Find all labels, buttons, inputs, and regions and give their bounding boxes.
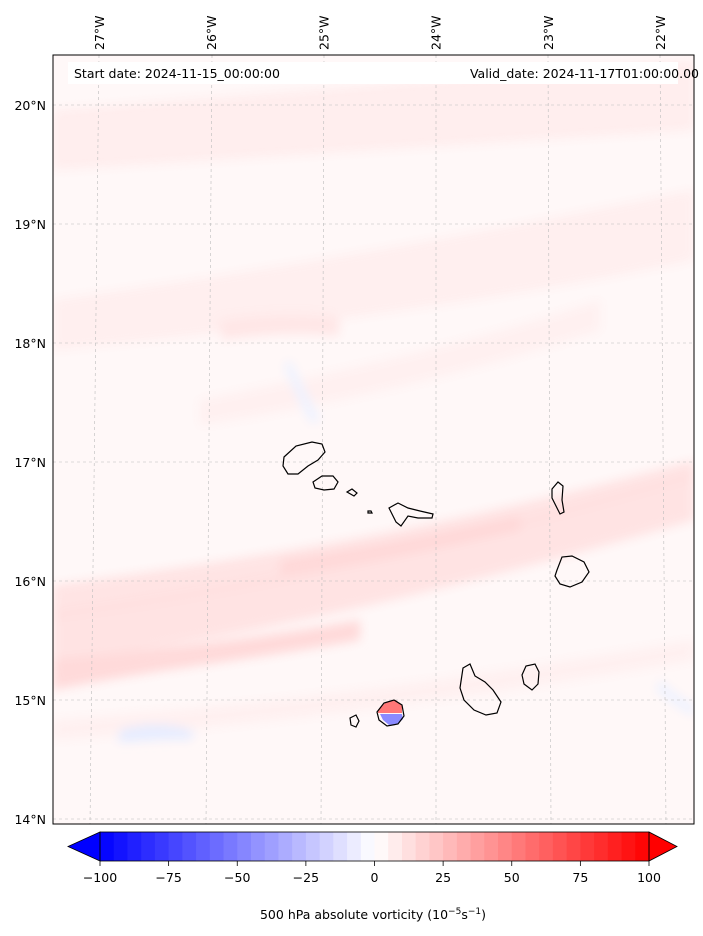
colorbar-cell <box>374 832 389 861</box>
lon-label: 27°W <box>92 15 107 50</box>
lon-label: 26°W <box>204 15 219 50</box>
colorbar-cell <box>250 832 266 861</box>
colorbar-extend-low <box>67 831 101 862</box>
colorbar-cell <box>196 832 211 861</box>
lon-label: 23°W <box>541 15 556 50</box>
lat-label: 20°N <box>14 98 46 113</box>
colorbar-cell <box>141 832 156 861</box>
colorbar-cell <box>333 832 348 861</box>
island-sao-nicolau <box>388 502 434 527</box>
lon-label: 25°W <box>316 15 331 50</box>
lat-label: 17°N <box>14 455 46 470</box>
graticule <box>53 55 694 824</box>
island-fogo-north-shade <box>378 700 402 713</box>
lon-label: 22°W <box>653 15 668 50</box>
colorbar-label-text: 500 hPa absolute vorticity (10 <box>260 907 448 922</box>
colorbar-tick-label: 50 <box>504 870 520 885</box>
lon-label: 24°W <box>429 15 444 50</box>
valid-date-label: Valid_date: 2024-11-17T01:00:00.00 <box>470 66 699 81</box>
colorbar-cell <box>415 832 430 861</box>
colorbar-cell <box>621 832 636 861</box>
start-date-label: Start date: 2024-11-15_00:00:00 <box>74 66 280 81</box>
colorbar-cell <box>539 832 554 861</box>
coastlines <box>282 441 590 728</box>
colorbar-label-exp2: −1 <box>468 907 481 917</box>
colorbar-cell <box>347 832 362 861</box>
colorbar-cell <box>470 832 485 861</box>
colorbar-cell <box>237 832 252 861</box>
colorbar-cell <box>319 832 334 861</box>
island-boa-vista <box>554 555 590 588</box>
colorbar-cell <box>182 832 197 861</box>
longitude-labels: 27°W 26°W 25°W 24°W 23°W 22°W <box>92 15 668 50</box>
colorbar-extend-high <box>648 831 678 862</box>
colorbar-cell <box>484 832 499 861</box>
colorbar-tick-label: −75 <box>155 870 181 885</box>
colorbar-cell <box>264 832 280 861</box>
lat-label: 14°N <box>14 812 46 827</box>
colorbar-cell <box>552 832 568 861</box>
island-maio <box>521 663 540 691</box>
colorbar-tick-label: −100 <box>83 870 117 885</box>
colorbar-cell <box>456 832 472 861</box>
island-santiago <box>459 663 502 716</box>
colorbar-cell <box>305 832 321 861</box>
colorbar-cells <box>100 832 650 861</box>
colorbar-cell <box>278 832 293 861</box>
colorbar-cell <box>360 832 376 861</box>
lat-label: 19°N <box>14 217 46 232</box>
island-brava <box>349 714 360 728</box>
colorbar: −100 −75 −50 −25 0 25 50 75 100 500 hPa absolute… <box>67 831 678 922</box>
colorbar-tick-label: 100 <box>637 870 661 885</box>
colorbar-cell <box>566 832 581 861</box>
colorbar-cell <box>498 832 513 861</box>
colorbar-label-end: ) <box>481 907 486 922</box>
map-panel <box>52 54 695 825</box>
lat-label: 15°N <box>14 693 46 708</box>
latitude-labels: 20°N 19°N 18°N 17°N 16°N 15°N 14°N <box>14 98 46 827</box>
island-sao-vicente <box>312 475 339 491</box>
colorbar-label: 500 hPa absolute vorticity (10−5s−1) <box>260 907 486 922</box>
colorbar-cell <box>168 832 183 861</box>
island-raso <box>367 510 373 514</box>
colorbar-cell <box>511 832 527 861</box>
colorbar-cell <box>525 832 540 861</box>
colorbar-tick-label: −25 <box>293 870 319 885</box>
vorticity-field <box>53 60 694 742</box>
colorbar-cell <box>127 832 142 861</box>
colorbar-cell <box>154 832 170 861</box>
colorbar-label-mid: s <box>461 907 468 922</box>
lat-label: 18°N <box>14 336 46 351</box>
colorbar-cell <box>635 832 650 861</box>
colorbar-label-exp1: −5 <box>448 907 461 917</box>
island-sal <box>551 481 565 515</box>
colorbar-cell <box>443 832 458 861</box>
colorbar-cell <box>292 832 307 861</box>
colorbar-cell <box>388 832 403 861</box>
colorbar-tick-label: 75 <box>572 870 588 885</box>
colorbar-ticks: −100 −75 −50 −25 0 25 50 75 100 <box>83 861 661 885</box>
colorbar-cell <box>223 832 238 861</box>
colorbar-cell <box>580 832 595 861</box>
colorbar-cell <box>209 832 225 861</box>
colorbar-tick-label: 0 <box>371 870 379 885</box>
colorbar-cell <box>113 832 129 861</box>
lat-label: 16°N <box>14 574 46 589</box>
colorbar-cell <box>401 832 417 861</box>
date-header: Start date: 2024-11-15_00:00:00 Valid_da… <box>68 62 699 84</box>
colorbar-tick-label: 25 <box>435 870 451 885</box>
colorbar-cell <box>100 832 115 861</box>
colorbar-tick-label: −50 <box>224 870 250 885</box>
colorbar-cell <box>607 832 623 861</box>
island-santa-luzia <box>345 488 358 497</box>
island-fogo-south-shade <box>380 714 403 725</box>
island-santo-antao <box>282 441 326 475</box>
map-frame <box>52 54 695 825</box>
colorbar-cell <box>429 832 444 861</box>
island-fogo <box>376 699 405 727</box>
colorbar-cell <box>594 832 609 861</box>
